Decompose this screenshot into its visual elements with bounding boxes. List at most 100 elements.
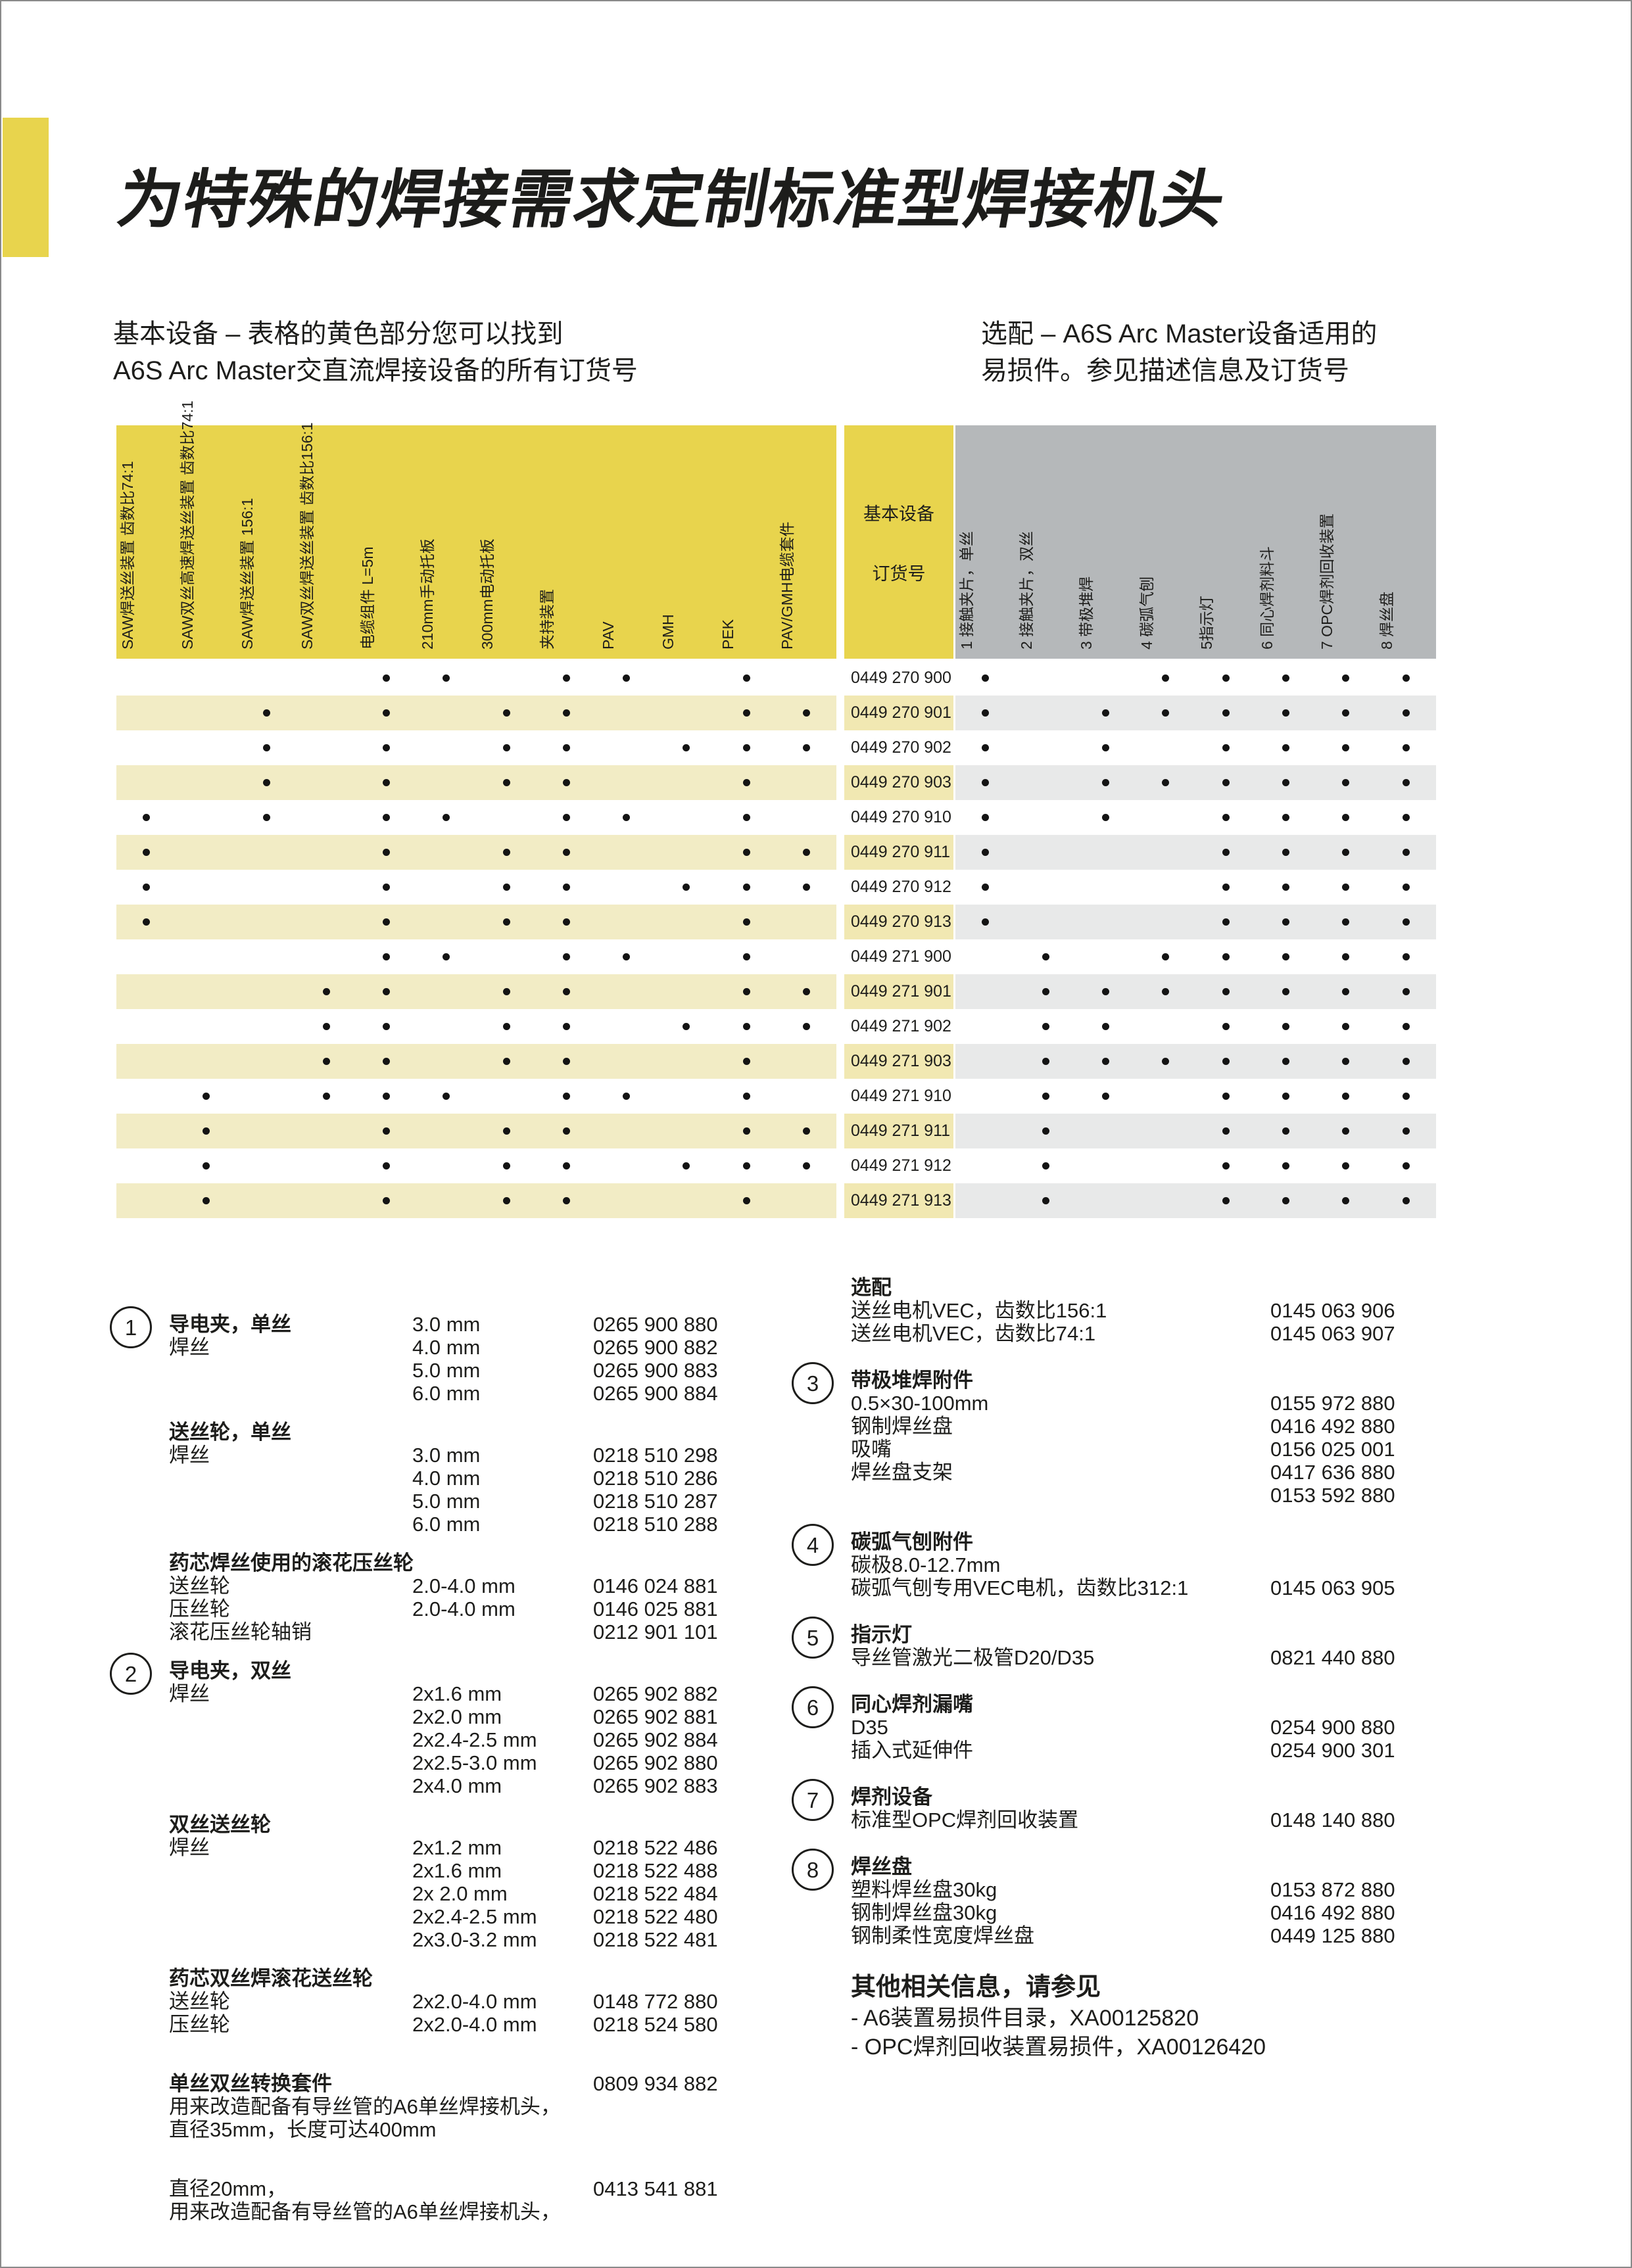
matrix-cell [537,939,596,974]
feature-dot [1042,1058,1049,1065]
part-size: 5.0 mm [412,1490,481,1513]
feature-cells-yellow [116,696,836,730]
matrix-cell [777,696,836,730]
matrix-cell [596,1044,656,1079]
matrix-cell [717,765,777,800]
feature-dot [802,849,810,856]
feature-dot [1282,918,1290,926]
matrix-cell [416,905,476,939]
section-number-badge: 4 [792,1524,834,1566]
feature-dot [1342,1127,1350,1135]
parts-row: 焊丝 4.0 mm 0265 900 882 [169,1336,748,1359]
matrix-cell [596,974,656,1009]
part-label: 塑料焊丝盘30kg [851,1878,997,1901]
vertical-label: SAW双丝高速焊送丝装置 齿数比74:1 [178,400,196,650]
feature-dot [1101,744,1109,751]
part-size: 2x1.6 mm [412,1682,502,1705]
feature-dot [802,1023,810,1030]
feature-dot [383,1023,391,1030]
feature-dot [1162,674,1170,682]
matrix-cell [1136,1183,1195,1218]
matrix-cell [955,870,1015,905]
segment-gap [836,1114,844,1148]
order-number-cell: 0449 271 910 [844,1079,953,1114]
section-heading: 焊丝盘 [851,1855,912,1878]
note-line: 用来改造配备有导丝管的A6单丝焊接机头， [169,2095,561,2118]
feature-dot [1282,1127,1290,1135]
matrix-cell [596,1148,656,1183]
matrix-cell [297,974,356,1009]
feature-dot [1342,744,1350,751]
feature-dot [742,1162,750,1169]
note-line: 直径35mm，长度可达400mm [169,2118,437,2141]
part-size: 4.0 mm [412,1467,481,1490]
matrix-cell [955,835,1015,870]
order-number: 0449 271 912 [851,1156,951,1175]
feature-dot [802,1162,810,1169]
matrix-cell [116,696,176,730]
section-block: 直径20mm， 0413 541 881 用来改造配备有导丝管的A6单丝焊接机头， [169,2177,748,2223]
feature-dot [742,674,750,682]
feature-dot [982,849,990,856]
feature-dot [562,1197,570,1204]
matrix-cell [537,696,596,730]
part-number: 0218 522 480 [593,1905,718,1928]
matrix-cell [1015,835,1075,870]
parts-row: 0153 592 880 [851,1484,1443,1507]
matrix-cell [356,1114,416,1148]
part-label: 焊丝 [169,1682,210,1705]
part-label: 送丝轮 [169,1990,230,2013]
matrix-cell [237,765,297,800]
matrix-cell [416,1079,476,1114]
feature-dot [742,1127,750,1135]
part-label [169,1859,412,1882]
matrix-cell [1136,974,1195,1009]
feature-dot [742,918,750,926]
feature-cells-yellow [116,905,836,939]
table-row: 0449 270 901 [116,696,1436,730]
section-heading: 双丝送丝轮 [169,1813,271,1836]
yellow-accent-bar [3,118,49,257]
matrix-cell [537,905,596,939]
vertical-label: 5指示灯 [1198,596,1216,650]
feature-dot [623,1093,631,1100]
matrix-cell [955,661,1015,696]
matrix-cell [237,870,297,905]
feature-dot [623,953,631,960]
matrix-cell [1015,1183,1075,1218]
parts-row: 2x2.4-2.5 mm 0218 522 480 [169,1905,748,1928]
vertical-label: 3 带极堆焊 [1078,576,1095,650]
matrix-cell [1136,1148,1195,1183]
feature-dot [203,1162,210,1169]
yellow-column-header: SAW双丝焊送丝装置 齿数比156:1 [297,423,356,659]
feature-dot [1402,709,1410,717]
matrix-cell [777,870,836,905]
feature-cells-gray [955,905,1436,939]
matrix-cell [1136,730,1195,765]
matrix-cell [297,1079,356,1114]
table-row: 0449 270 910 [116,800,1436,835]
matrix-cell [656,974,716,1009]
feature-cells-yellow [116,1114,836,1148]
vertical-label: 6 同心焊剂料斗 [1258,546,1276,650]
matrix-cell [537,730,596,765]
matrix-cell [477,974,537,1009]
feature-dot [502,744,510,751]
part-label: 焊丝盘支架 [851,1461,953,1484]
part-number: 0265 900 882 [593,1336,718,1359]
feature-cells-yellow [116,870,836,905]
matrix-cell [1376,1044,1436,1079]
matrix-cell [1136,661,1195,696]
part-number: 0218 522 488 [593,1859,718,1882]
matrix-cell [777,939,836,974]
part-label: 焊丝 [169,1836,210,1859]
matrix-cell [1316,1079,1376,1114]
vertical-label: 300mm电动托板 [479,538,496,650]
section-heading: 碳弧气刨附件 [851,1530,973,1553]
feature-dot [1101,1023,1109,1030]
part-label: 插入式延伸件 [851,1739,973,1762]
feature-cells-yellow [116,1183,836,1218]
intro-basic-equipment: 基本设备 – 表格的黄色部分您可以找到 A6S Arc Master交直流焊接设… [113,316,638,389]
feature-dot [502,1058,510,1065]
part-size: 3.0 mm [412,1313,481,1336]
